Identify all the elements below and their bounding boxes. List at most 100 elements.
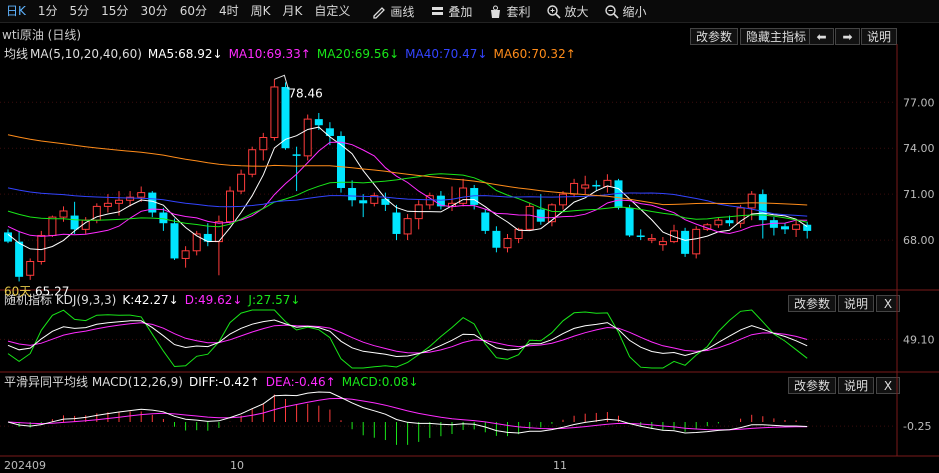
candle-body [559,193,567,206]
macd-help-button[interactable]: 说明 [838,377,875,394]
period-1[interactable]: 1分 [37,4,58,18]
period-8[interactable]: 月K [282,4,303,18]
kdj-j-line [7,309,808,369]
ma20-value: MA20:69.56↓ [316,47,400,61]
ma60-value: MA60:70.32↑ [493,47,576,61]
ma-legend-params: MA(5,10,20,40,60) [30,47,142,61]
macd-dea-line [7,397,808,431]
kdj-legend: 随机指标 KDJ(9,3,3) K:42.27↓ D:49.62↓ J:27.5… [4,292,300,308]
candle-body [481,212,490,231]
candle-body [581,184,590,189]
tool-4-button[interactable]: 缩小 [604,0,646,22]
macd-dea-value: DEA:-0.46↑ [265,375,336,389]
y-tick-label: 74.00 [903,142,935,155]
candle-body [192,233,201,252]
candle-body [670,230,678,243]
tool-group: 画线 叠加 套利 放大 缩小 [356,0,646,22]
high-price-label: 78.46 [288,86,322,100]
macd-macd-value: MACD:0.08↓ [341,375,419,389]
tool-label: 放大 [564,4,589,19]
candle-body [803,224,812,231]
candle-body [115,199,123,204]
candle-body [392,212,401,234]
toolbar: 日K 1分 5分 15分 30分 60分 4时 周K 月K 自定义 画线 叠加 套利 放大 缩小 [0,0,939,23]
pencil-icon [372,4,387,19]
main-params-button[interactable]: 改参数 [690,28,739,45]
ma10-value: MA10:69.33↑ [228,47,311,61]
candle-body [203,233,212,242]
candle-body [303,118,312,157]
kdj-d-value: D:49.62↓ [184,293,243,307]
period-6[interactable]: 4时 [219,4,239,18]
macd-params-button[interactable]: 改参数 [788,377,837,394]
macd-legend: 平滑异同平均线 MACD(12,26,9) DIFF:-0.42↑ DEA:-0… [4,374,419,390]
macd-close-icon[interactable]: X [876,377,900,394]
ma20-line [7,173,808,228]
candle-body [592,184,601,187]
candle-body [37,234,46,263]
candle-body [470,188,479,205]
tool-0-button[interactable]: 画线 [372,0,414,22]
kdj-params-button[interactable]: 改参数 [788,295,837,312]
period-3[interactable]: 15分 [101,4,129,18]
candle-body [692,228,701,255]
candle-body [603,179,612,187]
kdj-k-line [7,319,808,358]
macd-y-tick-label: -0.25 [903,420,931,433]
candle-body [92,205,101,221]
candle-body [81,219,90,230]
period-0[interactable]: 日K [6,4,26,18]
ma-legend: 均线 MA(5,10,20,40,60) MA5:68.92↓ MA10:69.… [4,46,576,62]
candle-body [259,136,268,151]
candle-body [658,241,667,246]
tool-2-button[interactable]: 套利 [488,0,530,22]
candle-body [492,230,501,248]
tool-label: 画线 [390,4,415,19]
arrow-left-icon[interactable]: ⬅ [809,28,834,45]
candle-body [414,204,423,220]
candle-body [714,219,723,226]
period-7[interactable]: 周K [250,4,271,18]
period-2[interactable]: 5分 [69,4,90,18]
candle-body [214,221,223,243]
candle-body [170,223,179,259]
candle-body [736,207,745,224]
candle-body [758,194,767,221]
kdj-help-button[interactable]: 说明 [838,295,875,312]
candle-body [48,216,57,236]
kdj-close-icon[interactable]: X [876,295,900,312]
candle-body [126,196,135,201]
candle-body [747,193,756,209]
tool-label: 套利 [506,4,531,19]
period-5[interactable]: 60分 [179,4,207,18]
kdj-d-line [7,322,808,354]
candle-body [181,250,190,259]
tool-1-button[interactable]: 叠加 [430,0,472,22]
kdj-k-value: K:42.27↓ [122,293,179,307]
candle-body [226,190,234,223]
candle-body [459,187,468,204]
candle-body [237,173,246,192]
candle-body [403,218,412,235]
main-help-button[interactable]: 说明 [861,28,898,45]
bag-icon [488,4,503,19]
candle-body [625,207,634,236]
ma-legend-name: 均线 [4,47,29,61]
candle-body [325,128,334,136]
candle-body [703,224,712,230]
x-axis-label: 202409 [4,459,46,472]
period-4[interactable]: 30分 [140,4,168,18]
y-tick-label: 71.00 [903,188,935,201]
candle-body [647,238,656,241]
candle-body [103,202,112,207]
tool-3-button[interactable]: 放大 [546,0,588,22]
arrow-right-icon[interactable]: ➡ [835,28,860,45]
ma40-line [7,187,808,217]
layers-icon [430,4,445,19]
hide-indicator-button[interactable]: 隐藏主指标 [740,28,813,45]
zoom-in-icon [546,4,562,19]
ma40-value: MA40:70.47↓ [405,47,488,61]
period-9[interactable]: 自定义 [314,4,351,18]
high-marker [274,74,289,90]
candle-body [248,149,257,175]
